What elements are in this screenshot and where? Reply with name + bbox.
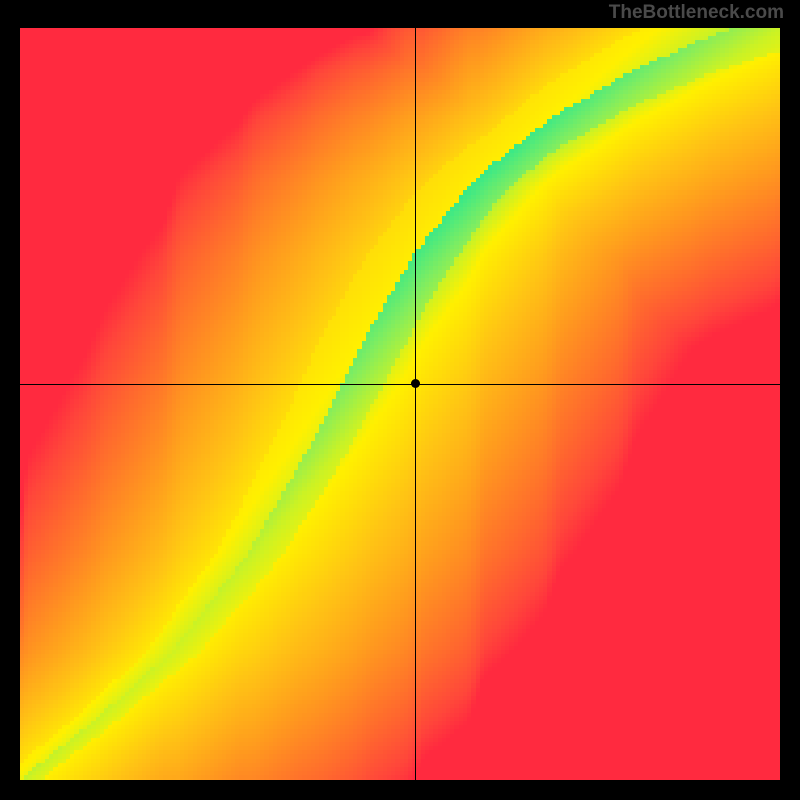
heatmap-canvas bbox=[20, 28, 780, 780]
data-point-marker bbox=[411, 379, 420, 388]
crosshair-vertical bbox=[415, 28, 416, 780]
chart-container: TheBottleneck.com bbox=[0, 0, 800, 800]
heatmap-chart bbox=[20, 28, 780, 780]
crosshair-horizontal bbox=[20, 384, 780, 385]
attribution-label: TheBottleneck.com bbox=[609, 2, 784, 24]
